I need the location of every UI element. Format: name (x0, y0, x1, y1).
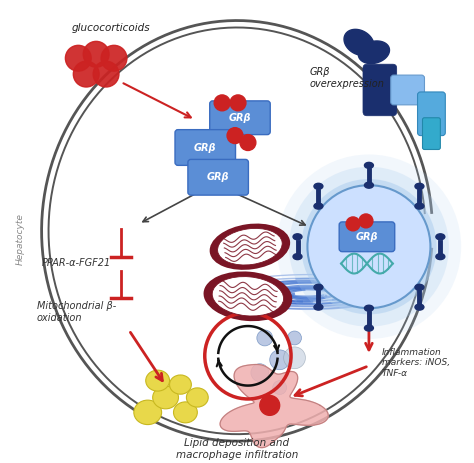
Ellipse shape (314, 183, 323, 189)
Ellipse shape (293, 254, 302, 260)
Text: GRβ: GRβ (194, 143, 217, 152)
Ellipse shape (146, 370, 170, 391)
Ellipse shape (170, 375, 191, 394)
Ellipse shape (415, 284, 424, 290)
Ellipse shape (415, 304, 424, 310)
Ellipse shape (173, 402, 197, 423)
Ellipse shape (365, 163, 374, 169)
Ellipse shape (415, 203, 424, 209)
Circle shape (288, 331, 301, 345)
Circle shape (65, 45, 91, 71)
Circle shape (277, 155, 461, 339)
Circle shape (273, 381, 287, 394)
Circle shape (83, 41, 109, 67)
FancyBboxPatch shape (363, 64, 397, 116)
Ellipse shape (134, 400, 162, 425)
Circle shape (260, 395, 280, 415)
Circle shape (251, 364, 269, 382)
Ellipse shape (365, 182, 374, 188)
FancyBboxPatch shape (188, 159, 248, 195)
Ellipse shape (218, 228, 282, 265)
Ellipse shape (436, 254, 445, 260)
Polygon shape (344, 29, 374, 56)
Circle shape (301, 179, 437, 314)
Circle shape (101, 45, 127, 71)
Circle shape (230, 95, 246, 111)
Ellipse shape (436, 234, 445, 240)
Circle shape (257, 330, 273, 346)
Circle shape (73, 61, 99, 87)
Text: GRβ
overexpression: GRβ overexpression (310, 67, 384, 89)
Ellipse shape (314, 284, 323, 290)
Text: glucocorticoids: glucocorticoids (72, 24, 150, 33)
FancyBboxPatch shape (418, 92, 445, 136)
Ellipse shape (314, 203, 323, 209)
Ellipse shape (415, 183, 424, 189)
Circle shape (240, 135, 256, 150)
FancyBboxPatch shape (422, 118, 440, 150)
Polygon shape (358, 41, 390, 63)
Circle shape (283, 347, 305, 369)
Ellipse shape (204, 272, 292, 320)
FancyBboxPatch shape (175, 130, 236, 165)
Text: GRβ: GRβ (207, 172, 229, 182)
Ellipse shape (314, 304, 323, 310)
Text: Hepatocyte: Hepatocyte (15, 213, 24, 265)
Ellipse shape (210, 225, 289, 269)
Circle shape (308, 185, 430, 308)
Text: Mitochondrial β-
oxidation: Mitochondrial β- oxidation (36, 301, 116, 323)
Ellipse shape (365, 325, 374, 331)
FancyBboxPatch shape (391, 75, 425, 105)
Circle shape (346, 217, 360, 231)
Ellipse shape (153, 386, 179, 409)
Circle shape (93, 61, 119, 87)
Text: Lipid deposition and
macrophage infiltration: Lipid deposition and macrophage infiltra… (176, 438, 298, 460)
Text: Inflammation
markers: iNOS,
TNF-α: Inflammation markers: iNOS, TNF-α (382, 348, 450, 378)
Circle shape (359, 214, 373, 228)
Polygon shape (220, 364, 328, 448)
Circle shape (227, 128, 243, 144)
Circle shape (270, 350, 290, 370)
Circle shape (214, 95, 230, 111)
Text: PPAR-α-FGF21: PPAR-α-FGF21 (42, 257, 111, 268)
FancyBboxPatch shape (210, 101, 270, 135)
FancyBboxPatch shape (339, 222, 395, 252)
Ellipse shape (365, 305, 374, 311)
Ellipse shape (293, 234, 302, 240)
Text: GRβ: GRβ (356, 232, 378, 242)
Ellipse shape (212, 276, 283, 316)
Ellipse shape (186, 388, 208, 407)
Circle shape (289, 167, 449, 327)
Text: GRβ: GRβ (229, 113, 251, 123)
